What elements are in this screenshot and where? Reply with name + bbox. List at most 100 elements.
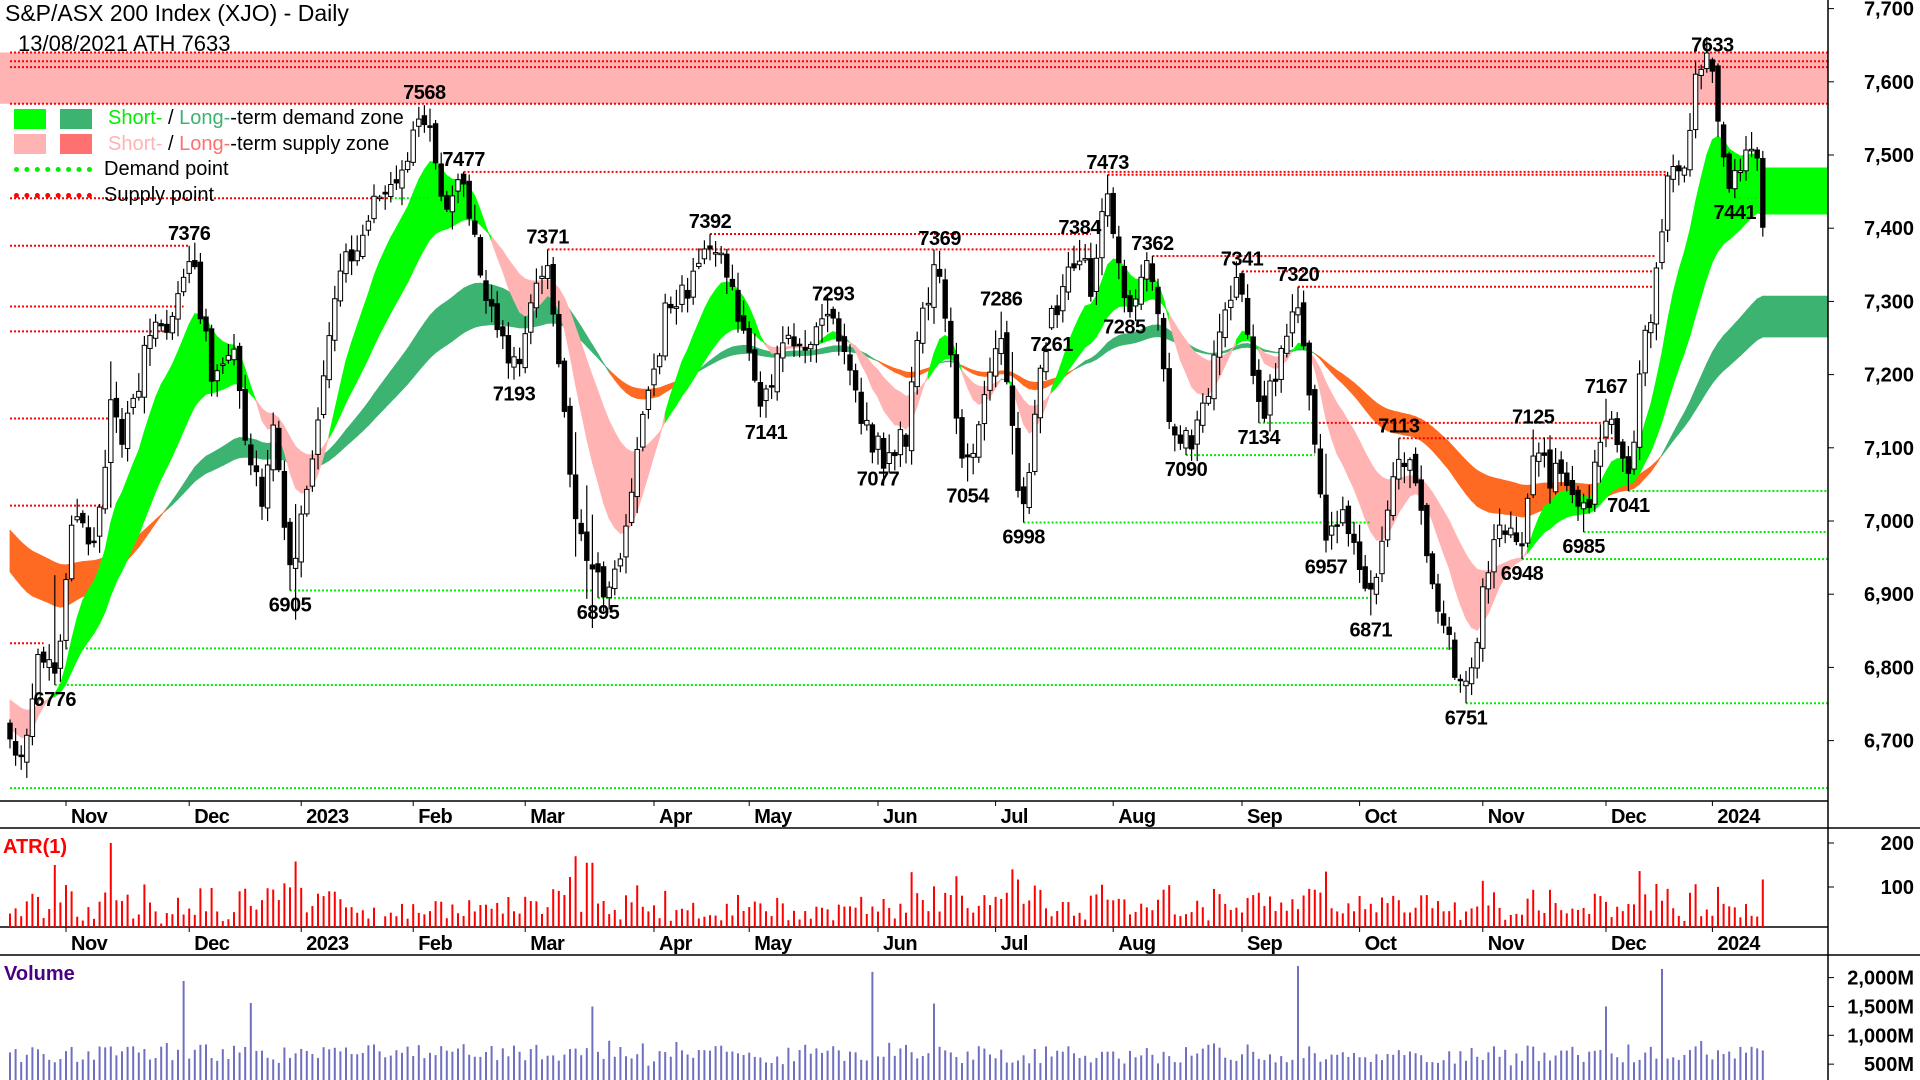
short-term-zone-demand xyxy=(1555,490,1562,525)
candle-up xyxy=(1205,395,1212,404)
short-term-zone-supply xyxy=(592,375,599,483)
short-term-zone-demand xyxy=(177,337,185,444)
short-term-zone-supply xyxy=(648,437,655,475)
candle-up xyxy=(343,251,349,275)
long-term-zone-demand xyxy=(737,344,744,355)
candle-down xyxy=(578,522,584,535)
long-term-zone-demand xyxy=(1700,363,1708,403)
short-term-zone-supply xyxy=(872,363,879,399)
long-supply-swatch xyxy=(60,134,92,155)
candle-up xyxy=(1608,418,1615,425)
short-term-zone-demand xyxy=(194,313,201,408)
long-term-zone-demand xyxy=(362,400,369,432)
date-tick-label: Jul xyxy=(1001,933,1028,955)
long-term-zone-demand xyxy=(216,445,224,469)
long-term-zone-demand xyxy=(827,345,834,353)
candle-down xyxy=(287,521,293,566)
pivot-label: 6776 xyxy=(34,689,77,711)
price-tick-label: 7,600 xyxy=(1864,72,1914,94)
candle-up xyxy=(690,270,696,298)
long-term-zone-demand xyxy=(1208,352,1215,355)
long-term-zone-demand xyxy=(345,422,353,447)
candle-up xyxy=(1144,260,1150,280)
candle-up xyxy=(354,250,360,262)
date-tick-label: Jun xyxy=(883,806,917,828)
long-term-zone-demand xyxy=(1672,422,1680,442)
short-term-zone-supply xyxy=(620,440,627,534)
date-tick-label: May xyxy=(754,806,793,828)
short-term-zone-demand xyxy=(754,320,761,342)
short-term-zone-supply xyxy=(1398,476,1405,514)
candle-up xyxy=(1407,459,1413,471)
legend-rest: -term supply zone xyxy=(230,132,390,155)
short-demand-swatch xyxy=(14,108,46,129)
short-term-zone-demand xyxy=(339,360,347,416)
candle-down xyxy=(1312,389,1318,445)
short-term-zone-demand xyxy=(1605,460,1612,499)
candle-down xyxy=(432,123,439,164)
long-term-zone-supply xyxy=(26,546,33,597)
candle-up xyxy=(819,318,825,326)
candle-down xyxy=(1054,305,1060,316)
short-term-zone-demand xyxy=(720,281,728,339)
candle-down xyxy=(1754,149,1760,159)
date-tick-label: Dec xyxy=(1611,933,1647,955)
long-term-zone-supply xyxy=(1460,453,1467,496)
long-term-zone-demand xyxy=(720,348,728,360)
candle-down xyxy=(1457,678,1464,682)
long-term-zone-demand xyxy=(384,369,392,409)
long-term-zone-supply xyxy=(978,371,985,377)
candle-down xyxy=(561,360,568,412)
candle-up xyxy=(992,348,999,377)
candle-up xyxy=(1603,420,1609,438)
pivot-label: 7441 xyxy=(1714,202,1757,224)
long-term-zone-supply xyxy=(15,535,22,588)
long-term-zone-supply xyxy=(1325,361,1332,374)
short-term-zone-demand xyxy=(698,308,705,372)
candle-down xyxy=(1188,435,1195,450)
short-term-zone-demand xyxy=(1560,490,1568,521)
long-term-zone-supply xyxy=(1482,472,1489,513)
long-term-zone-demand xyxy=(944,360,952,363)
volume-label: Volume xyxy=(4,963,75,985)
candle-down xyxy=(903,434,909,447)
short-term-zone-demand xyxy=(1084,303,1092,348)
candle-down xyxy=(477,237,484,276)
candle-up xyxy=(220,363,226,366)
short-term-zone-supply xyxy=(1376,470,1383,541)
candle-down xyxy=(752,349,758,381)
long-term-zone-demand xyxy=(788,350,795,357)
long-term-zone-supply xyxy=(1045,378,1052,389)
candle-down xyxy=(964,454,971,458)
candle-down xyxy=(1272,378,1279,382)
candle-up xyxy=(1384,509,1391,541)
candle-down xyxy=(948,320,954,356)
short-term-zone-demand xyxy=(110,502,117,596)
candle-up xyxy=(376,196,383,200)
short-term-zone-demand xyxy=(76,599,84,660)
legend-long: Long- xyxy=(179,132,231,155)
candle-down xyxy=(600,566,607,598)
candle-down xyxy=(869,424,876,453)
short-term-zone-demand xyxy=(384,237,392,324)
short-term-zone-demand xyxy=(65,639,72,684)
candle-up xyxy=(981,394,988,425)
date-tick-label: 2023 xyxy=(306,806,349,828)
short-term-zone-supply xyxy=(1185,338,1192,388)
candle-down xyxy=(1345,505,1352,535)
long-term-zone-demand xyxy=(166,499,173,511)
short-term-zone-supply xyxy=(771,346,778,354)
candle-up xyxy=(774,353,780,393)
pivot-label: 7392 xyxy=(689,211,732,233)
long-term-zone-demand xyxy=(1107,337,1114,352)
short-term-zone-demand xyxy=(1684,229,1691,353)
long-term-zone-supply xyxy=(1650,460,1657,474)
candle-up xyxy=(1289,311,1296,334)
candle-up xyxy=(292,557,299,569)
long-term-zone-demand xyxy=(1661,443,1668,457)
candle-up xyxy=(628,491,635,523)
candle-down xyxy=(488,299,495,307)
pivot-label: 7141 xyxy=(745,422,788,444)
long-term-zone-supply xyxy=(1443,435,1450,472)
short-term-zone-demand xyxy=(149,397,157,507)
